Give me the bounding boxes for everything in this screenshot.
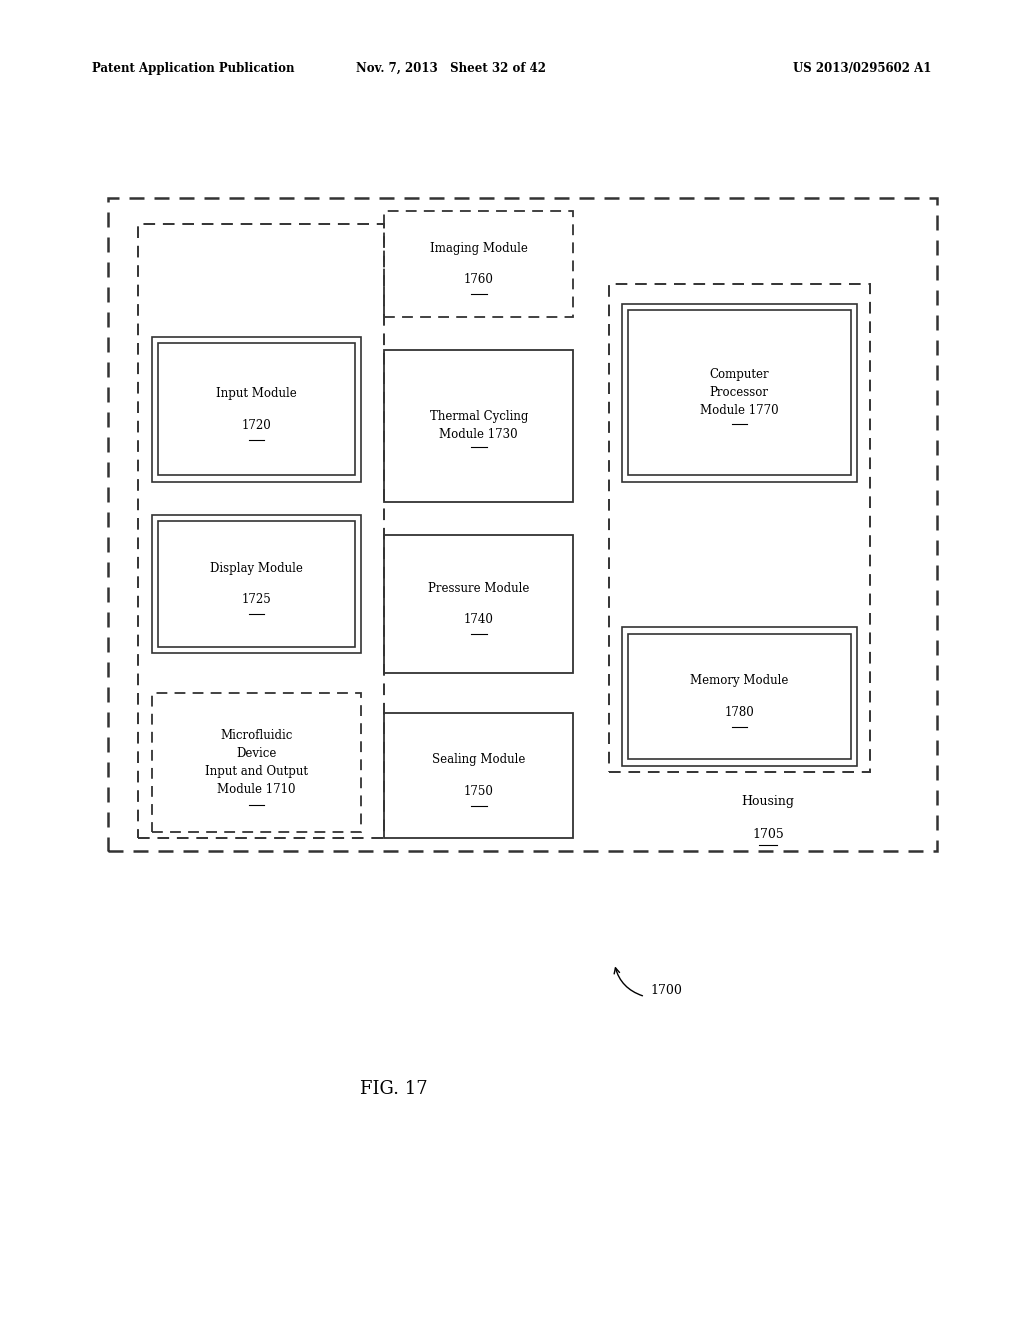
Bar [628, 634, 851, 759]
Bar [158, 521, 355, 647]
Bar [158, 343, 355, 475]
Bar [152, 515, 361, 653]
Bar [384, 535, 573, 673]
Bar [622, 627, 857, 766]
Text: Microfluidic
Device
Input and Output
Module 1710: Microfluidic Device Input and Output Mod… [205, 729, 308, 796]
Text: 1720: 1720 [242, 418, 271, 432]
Text: Memory Module: Memory Module [690, 675, 788, 686]
Text: US 2013/0295602 A1: US 2013/0295602 A1 [794, 62, 932, 75]
Text: 1700: 1700 [650, 983, 682, 997]
Text: Sealing Module: Sealing Module [432, 754, 525, 766]
Text: Thermal Cycling
Module 1730: Thermal Cycling Module 1730 [429, 411, 528, 441]
Bar [108, 198, 937, 851]
Text: Pressure Module: Pressure Module [428, 582, 529, 594]
Bar [609, 284, 870, 772]
Text: FIG. 17: FIG. 17 [360, 1080, 428, 1098]
Text: 1705: 1705 [752, 828, 784, 841]
Text: Imaging Module: Imaging Module [430, 242, 527, 255]
Bar [384, 350, 573, 502]
Text: 1750: 1750 [464, 785, 494, 797]
Text: Nov. 7, 2013   Sheet 32 of 42: Nov. 7, 2013 Sheet 32 of 42 [355, 62, 546, 75]
Bar [152, 693, 361, 832]
Bar [384, 713, 573, 838]
Bar [622, 304, 857, 482]
Bar [152, 337, 361, 482]
Bar [138, 224, 384, 838]
Text: Housing: Housing [741, 795, 795, 808]
Text: Computer
Processor
Module 1770: Computer Processor Module 1770 [700, 368, 778, 417]
Text: 1725: 1725 [242, 594, 271, 606]
Text: Input Module: Input Module [216, 387, 297, 400]
Text: 1780: 1780 [724, 706, 755, 718]
Text: 1760: 1760 [464, 273, 494, 286]
Text: Patent Application Publication: Patent Application Publication [92, 62, 295, 75]
Bar [628, 310, 851, 475]
Text: 1740: 1740 [464, 614, 494, 626]
Text: Display Module: Display Module [210, 562, 303, 574]
Bar [384, 211, 573, 317]
